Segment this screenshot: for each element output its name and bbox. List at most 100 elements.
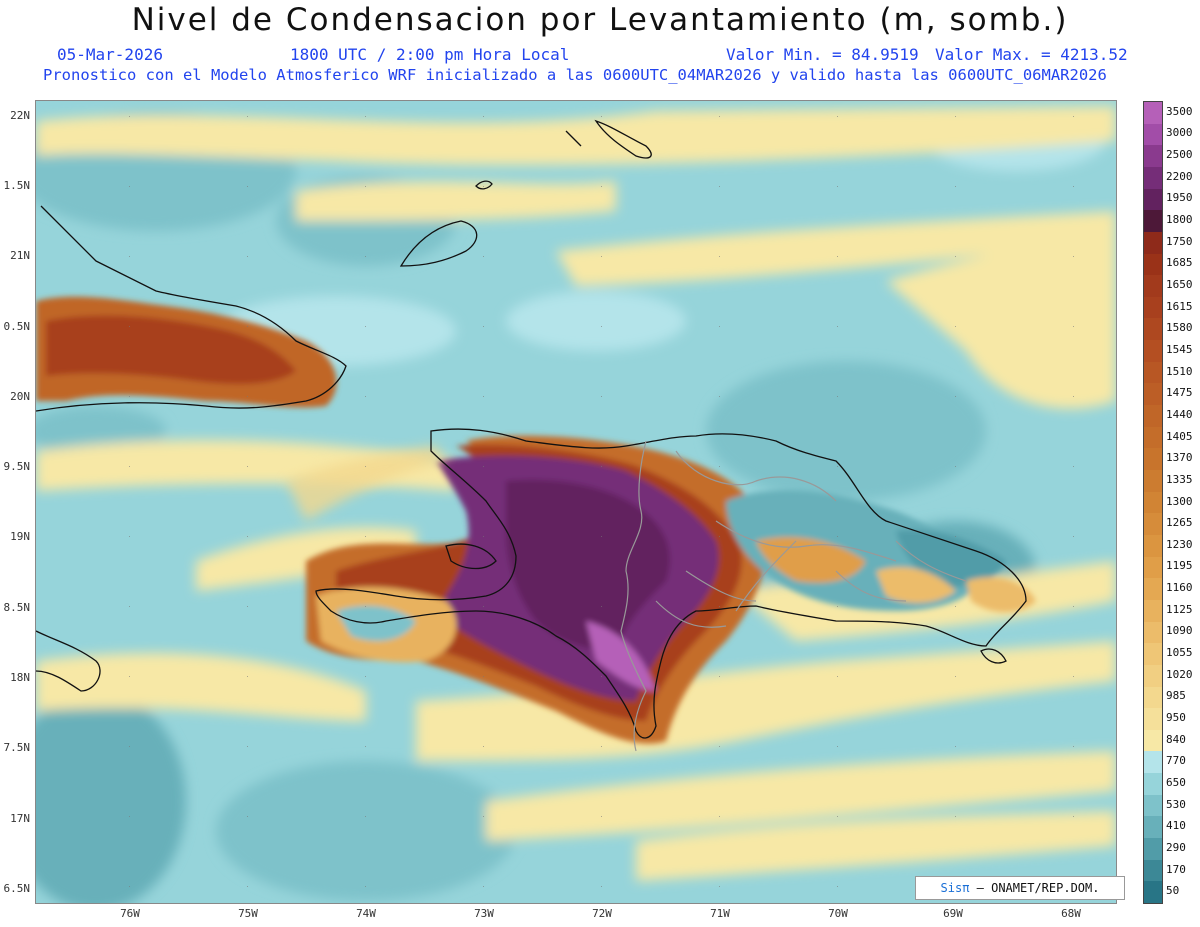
legend-swatch <box>1144 296 1162 319</box>
graticule <box>36 101 1116 903</box>
sispi-logo: Sisπ <box>940 881 970 895</box>
legend-label: 1020 <box>1166 667 1193 681</box>
legend-label: 650 <box>1166 775 1186 789</box>
legend-label: 1370 <box>1166 451 1193 465</box>
legend-label: 1615 <box>1166 299 1193 313</box>
legend-swatch <box>1144 231 1162 255</box>
legend-swatch <box>1144 426 1162 449</box>
legend-swatch <box>1144 253 1162 276</box>
legend-label: 770 <box>1166 754 1186 768</box>
legend-label: 1950 <box>1166 191 1193 205</box>
credit-text: – ONAMET/REP.DOM. <box>976 881 1100 895</box>
legend-label: 290 <box>1166 840 1186 854</box>
legend-label: 2500 <box>1166 148 1193 162</box>
legend-label: 985 <box>1166 689 1186 703</box>
lon-label: 68W <box>1061 907 1081 920</box>
legend-swatch <box>1144 166 1162 190</box>
legend-label: 1440 <box>1166 407 1193 421</box>
lon-label: 71W <box>710 907 730 920</box>
legend-swatch <box>1144 578 1162 601</box>
legend-label: 410 <box>1166 819 1186 833</box>
legend-label: 1800 <box>1166 213 1193 227</box>
lon-label: 73W <box>474 907 494 920</box>
legend-swatch <box>1144 794 1162 817</box>
legend-label: 1230 <box>1166 537 1193 551</box>
min-value-label: Valor Min. = 84.9519 <box>726 45 919 64</box>
lat-label: 9.5N <box>3 460 31 473</box>
legend-swatch <box>1144 838 1162 861</box>
lat-label: 21N <box>10 249 30 262</box>
max-value-label: Valor Max. = 4213.52 <box>935 45 1128 64</box>
time-label: 1800 UTC / 2:00 pm Hora Local <box>290 45 570 64</box>
legend-swatch <box>1144 145 1162 168</box>
legend-label: 1300 <box>1166 494 1193 508</box>
lat-label: 19N <box>10 530 30 543</box>
legend-swatch <box>1144 275 1162 298</box>
legend-label: 1055 <box>1166 646 1193 660</box>
lon-label: 69W <box>943 907 963 920</box>
lat-label: 0.5N <box>3 320 31 333</box>
lat-label: 1.5N <box>3 179 31 192</box>
legend-swatch <box>1144 448 1162 471</box>
legend-label: 3000 <box>1166 126 1193 140</box>
legend-label: 1195 <box>1166 559 1193 573</box>
legend-swatch <box>1144 621 1162 644</box>
legend-label: 1160 <box>1166 581 1193 595</box>
legend-swatch <box>1144 729 1162 752</box>
legend-swatch <box>1144 470 1162 493</box>
legend-swatch <box>1144 318 1162 341</box>
legend-swatch <box>1144 643 1162 666</box>
lat-label: 20N <box>10 390 30 403</box>
legend-label: 1510 <box>1166 364 1193 378</box>
legend-swatch <box>1144 816 1162 839</box>
lat-label: 8.5N <box>3 601 31 614</box>
legend-swatch <box>1144 405 1162 428</box>
legend-swatch <box>1144 383 1162 406</box>
lat-label: 7.5N <box>3 741 31 754</box>
legend-label: 1090 <box>1166 624 1193 638</box>
legend-swatch <box>1144 556 1162 579</box>
legend-label: 1580 <box>1166 321 1193 335</box>
legend-swatch <box>1144 534 1162 558</box>
legend-label: 1650 <box>1166 278 1193 291</box>
legend-label: 3500 <box>1166 104 1193 118</box>
legend-swatch <box>1144 708 1162 731</box>
legend-swatch <box>1144 102 1162 125</box>
lat-label: 22N <box>10 109 30 122</box>
legend-label: 1405 <box>1166 429 1193 443</box>
lon-label: 70W <box>828 907 848 920</box>
legend-label: 530 <box>1166 797 1186 811</box>
lon-label: 72W <box>592 907 612 920</box>
legend-label: 950 <box>1166 710 1186 724</box>
date-label: 05-Mar-2026 <box>57 45 163 64</box>
weather-map <box>35 100 1117 904</box>
legend-label: 1475 <box>1166 386 1193 400</box>
lat-label: 6.5N <box>3 882 31 895</box>
legend-swatch <box>1144 361 1162 384</box>
legend-label: 170 <box>1166 862 1186 876</box>
legend-swatch <box>1144 859 1162 882</box>
legend-swatch <box>1144 599 1162 623</box>
lon-label: 74W <box>356 907 376 920</box>
legend-label: 1685 <box>1166 256 1193 270</box>
lat-label: 18N <box>10 671 30 684</box>
legend-label: 1125 <box>1166 602 1193 616</box>
legend-swatch <box>1144 751 1162 774</box>
lon-label: 76W <box>120 907 140 920</box>
legend-label: 1750 <box>1166 234 1193 248</box>
legend-swatch <box>1144 340 1162 363</box>
legend-swatch <box>1144 664 1162 687</box>
credit-box: Sisπ – ONAMET/REP.DOM. <box>915 876 1125 900</box>
legend-swatch <box>1144 491 1162 514</box>
lat-label: 17N <box>10 812 30 825</box>
legend-swatch <box>1144 513 1162 536</box>
map-canvas <box>36 101 1116 903</box>
legend-label: 1265 <box>1166 516 1193 530</box>
legend-swatch <box>1144 210 1162 233</box>
forecast-info: Pronostico con el Modelo Atmosferico WRF… <box>43 66 1107 84</box>
map-title: Nivel de Condensacion por Levantamiento … <box>131 2 1069 38</box>
legend-swatch <box>1144 881 1162 904</box>
legend-label: 1335 <box>1166 472 1193 486</box>
color-legend <box>1143 101 1163 904</box>
legend-swatch <box>1144 686 1162 709</box>
